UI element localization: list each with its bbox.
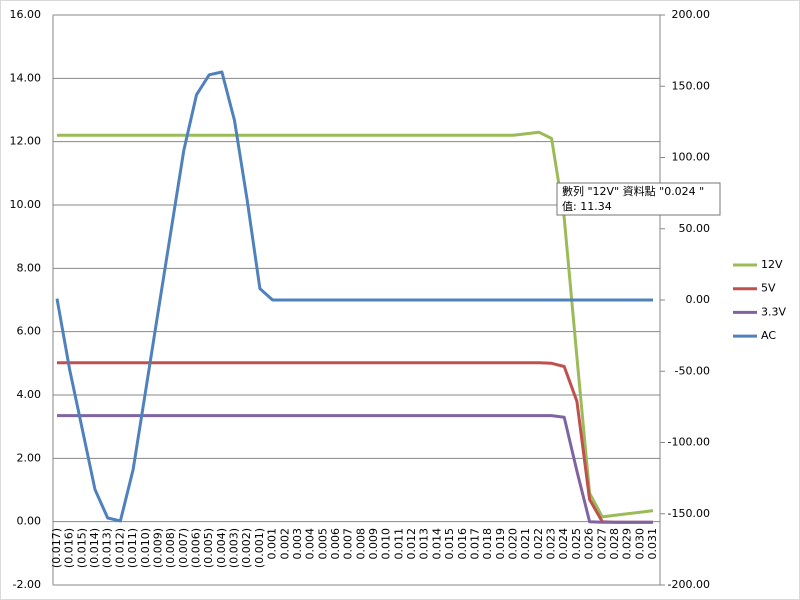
- x-tick-label: 0.001: [266, 528, 279, 560]
- x-tick-label: (0.017): [50, 528, 63, 568]
- x-tick-label: (0.007): [177, 528, 190, 568]
- y2-tick-label: -200.00: [668, 578, 710, 591]
- y2-tick-label: 150.00: [672, 79, 711, 92]
- x-tick-label: 0.024: [557, 528, 570, 560]
- legend-label: AC: [761, 329, 776, 342]
- series-line: [57, 414, 653, 524]
- y2-tick-label: 100.00: [672, 151, 711, 164]
- x-tick-label: (0.005): [202, 528, 215, 568]
- y2-tick-label: -50.00: [675, 364, 710, 377]
- x-tick-label: 0.031: [646, 528, 659, 560]
- x-tick-label: (0.014): [88, 528, 101, 568]
- x-tick-label: 0.016: [456, 528, 469, 560]
- x-tick-label: (0.002): [240, 528, 253, 568]
- x-tick-label: 0.017: [468, 528, 481, 560]
- x-tick-label: (0.012): [113, 528, 126, 568]
- y2-tick-label: -150.00: [668, 507, 710, 520]
- x-tick-label: 0.003: [291, 528, 304, 560]
- y2-tick-label: 200.00: [672, 8, 711, 21]
- series-line: [57, 361, 653, 524]
- x-tick-label: (0.006): [189, 528, 202, 568]
- x-tick-label: 0.029: [621, 528, 634, 560]
- tooltip: 數列 "12V" 資料點 "0.024 " 值: 11.34: [556, 182, 721, 216]
- y2-tick-label: 50.00: [679, 222, 711, 235]
- x-tick-label: 0.009: [367, 528, 380, 560]
- x-tick-label: 0.004: [304, 528, 317, 560]
- x-tick-label: 0.030: [633, 528, 646, 560]
- y-tick-label: 2.00: [17, 451, 42, 464]
- x-tick-label: (0.011): [126, 528, 139, 568]
- y-tick-label: 14.00: [10, 71, 42, 84]
- x-tick-label: 0.022: [532, 528, 545, 560]
- x-tick-label: (0.009): [151, 528, 164, 568]
- x-tick-label: 0.005: [316, 528, 329, 560]
- x-tick-label: 0.006: [329, 528, 342, 560]
- x-tick-label: (0.016): [63, 528, 76, 568]
- x-tick-label: 0.018: [481, 528, 494, 560]
- x-tick-label: 0.020: [507, 528, 520, 560]
- x-tick-label: (0.013): [101, 528, 114, 568]
- x-tick-label: 0.015: [443, 528, 456, 560]
- x-tick-label: 0.012: [405, 528, 418, 560]
- x-tick-label: (0.008): [164, 528, 177, 568]
- x-tick-label: (0.010): [139, 528, 152, 568]
- x-tick-label: 0.008: [354, 528, 367, 560]
- x-tick-label: 0.025: [570, 528, 583, 560]
- tooltip-line: 值: 11.34: [562, 200, 612, 213]
- x-tick-label: (0.015): [75, 528, 88, 568]
- y-tick-label: 12.00: [10, 135, 42, 148]
- x-tick-label: 0.011: [392, 528, 405, 560]
- x-tick-label: (0.001): [253, 528, 266, 568]
- x-tick-label: (0.004): [215, 528, 228, 568]
- x-tick-label: 0.019: [494, 528, 507, 560]
- x-tick-label: 0.002: [278, 528, 291, 560]
- y-tick-label: 4.00: [17, 388, 42, 401]
- legend-label: 3.3V: [761, 305, 786, 318]
- tooltip-line: 數列 "12V" 資料點 "0.024 ": [562, 184, 704, 198]
- tooltip-box: [556, 182, 721, 216]
- x-tick-label: 0.027: [595, 528, 608, 560]
- x-tick-label: (0.003): [228, 528, 241, 568]
- y2-tick-label: 0.00: [686, 293, 711, 306]
- legend-label: 5V: [761, 282, 776, 295]
- legend-label: 12V: [761, 258, 783, 271]
- x-tick-label: 0.014: [430, 528, 443, 560]
- x-tick-label: 0.021: [519, 528, 532, 560]
- x-tick-label: 0.007: [342, 528, 355, 560]
- series-line: [55, 70, 653, 523]
- x-tick-label: 0.010: [380, 528, 393, 560]
- y2-tick-label: -100.00: [668, 436, 710, 449]
- y-tick-label: 6.00: [17, 325, 42, 338]
- x-tick-label: 0.013: [418, 528, 431, 560]
- x-tick-label: 0.026: [583, 528, 596, 560]
- y-tick-label: 0.00: [17, 515, 42, 528]
- series-line: [57, 130, 654, 519]
- y-tick-label: 8.00: [17, 261, 42, 274]
- y-tick-label: -2.00: [13, 578, 41, 591]
- y-tick-label: 10.00: [10, 198, 42, 211]
- x-tick-label: 0.023: [545, 528, 558, 560]
- y-tick-label: 16.00: [10, 8, 42, 21]
- x-tick-label: 0.028: [608, 528, 621, 560]
